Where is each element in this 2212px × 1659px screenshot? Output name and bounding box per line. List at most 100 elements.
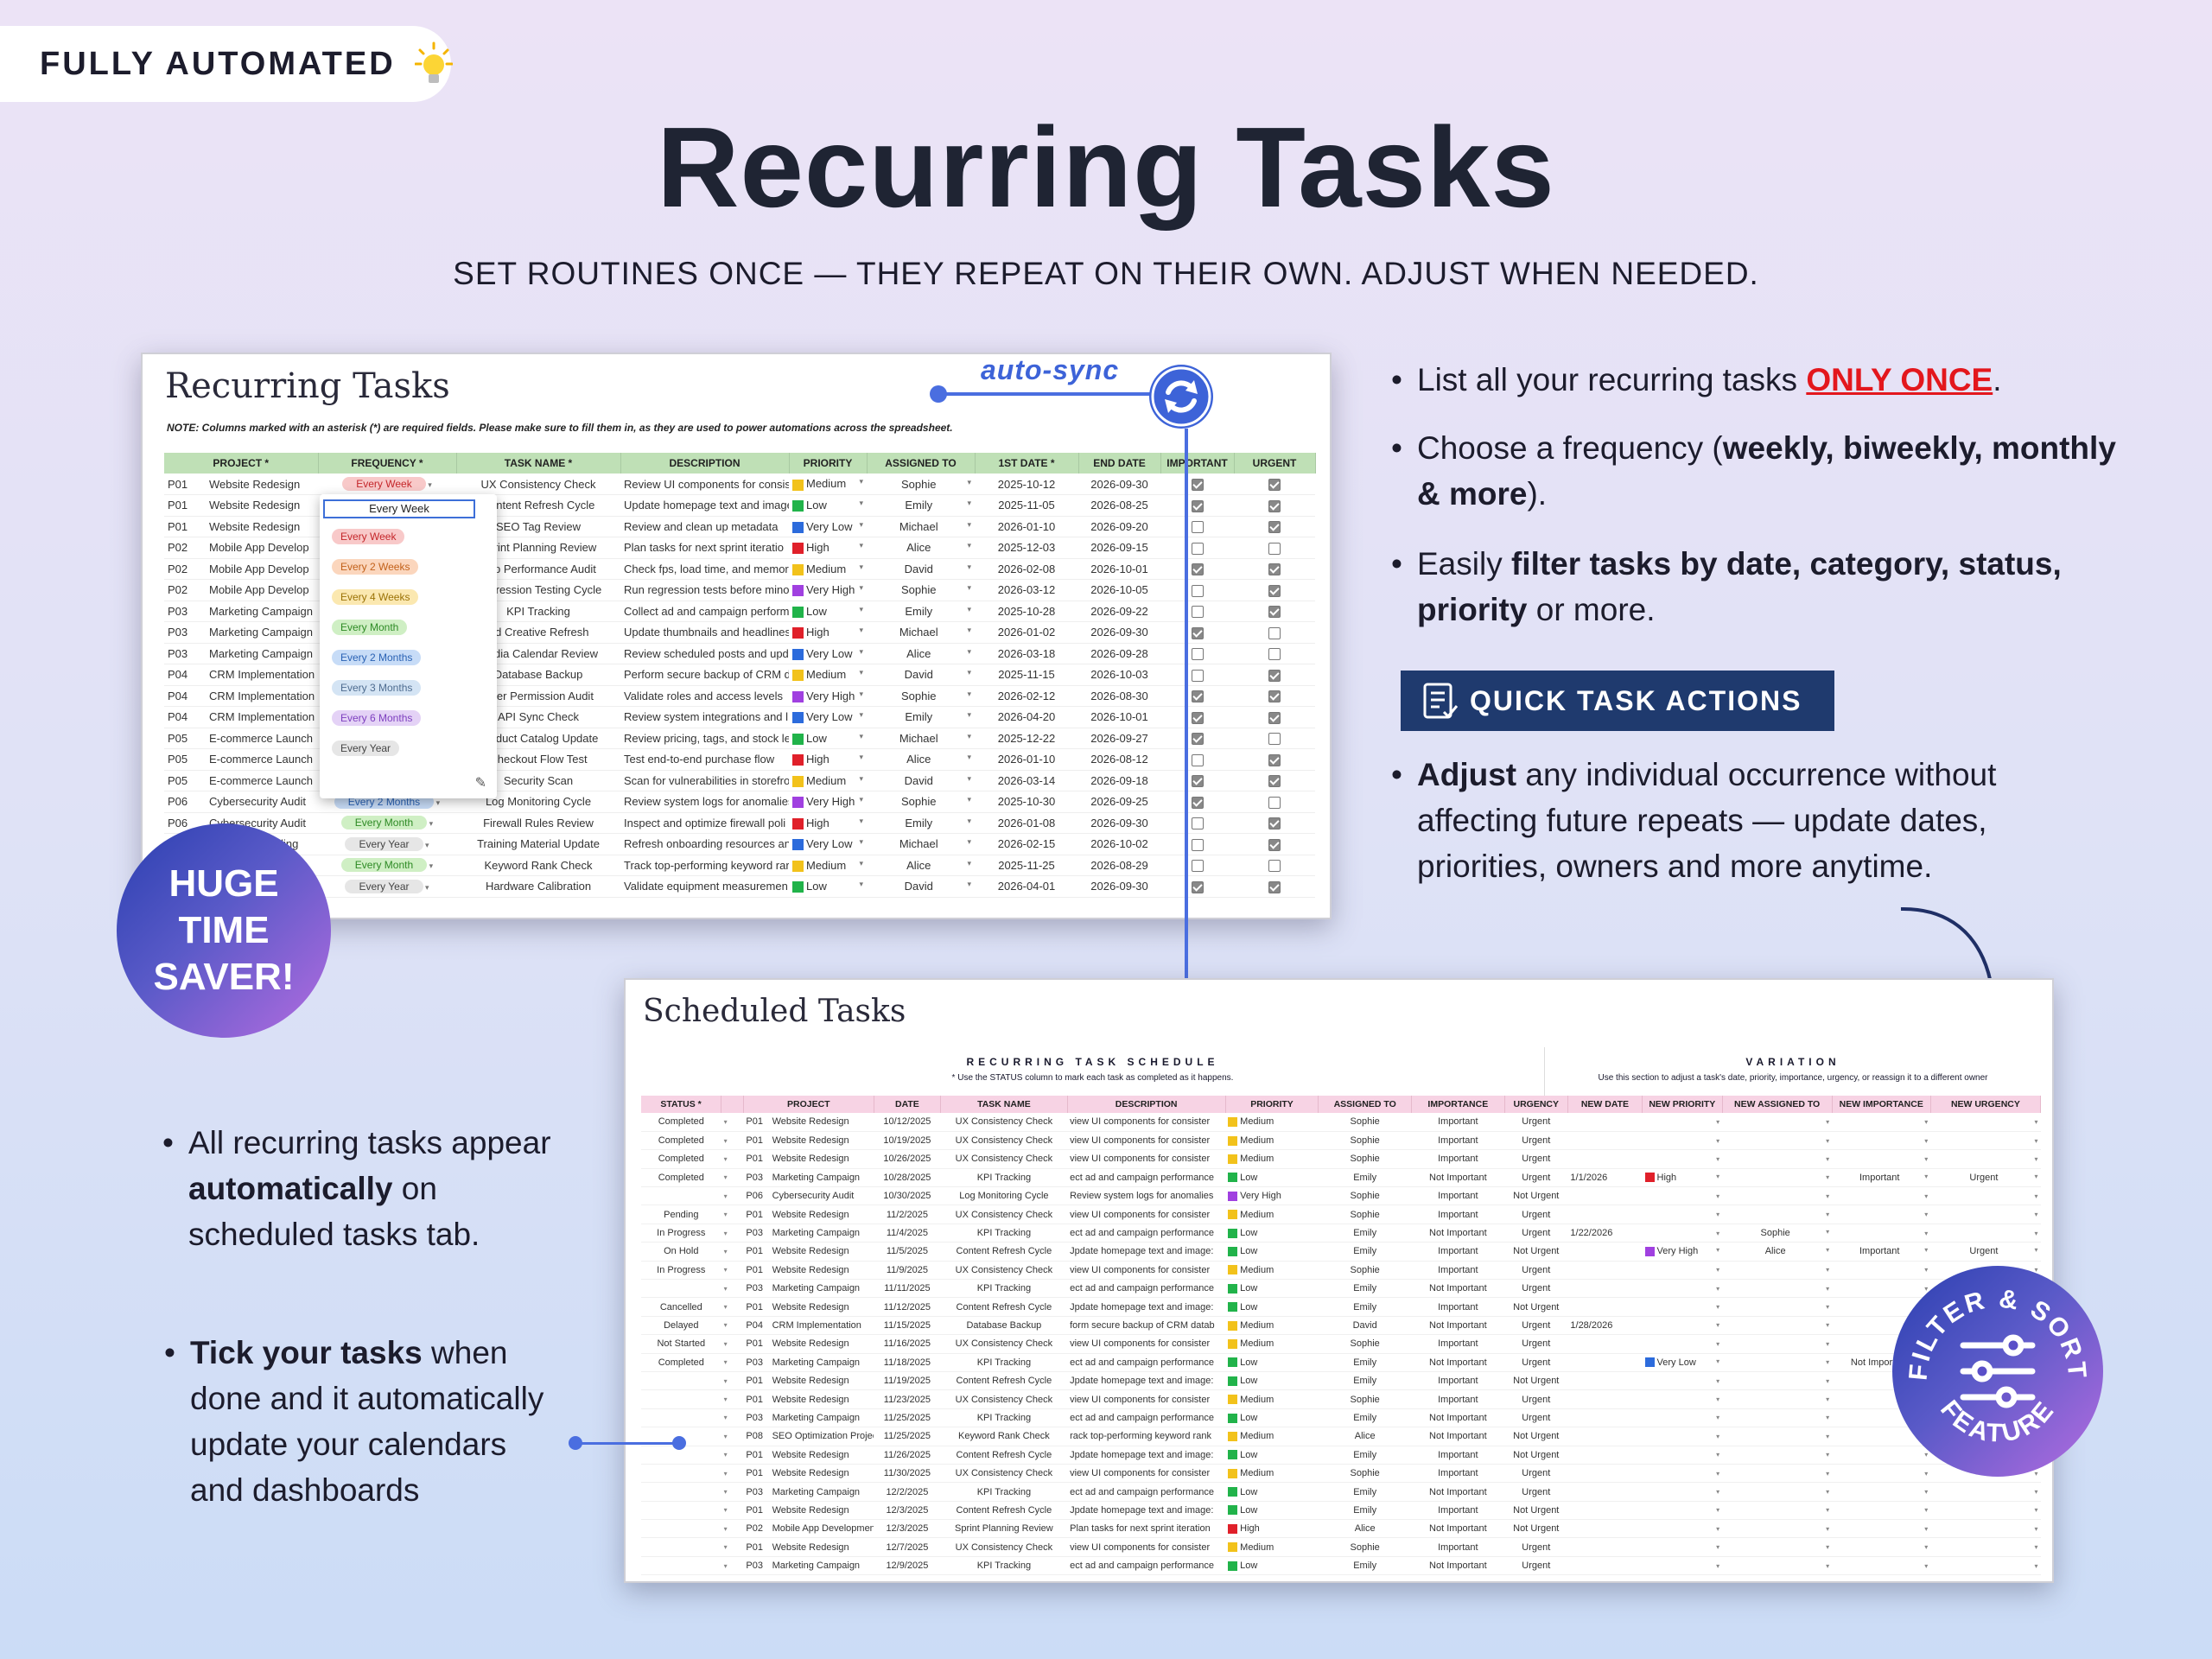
frequency-option[interactable]: Every Year [332, 741, 400, 756]
description[interactable]: Plan tasks for next sprint iteratio [620, 537, 789, 559]
assigned-to[interactable]: Alice ▾ [867, 855, 975, 876]
new-assigned[interactable]: ▾ [1722, 1334, 1833, 1354]
new-assigned[interactable]: ▾ [1722, 1519, 1833, 1539]
important-checkbox[interactable] [1160, 728, 1234, 749]
new-priority[interactable]: ▾ [1642, 1556, 1723, 1576]
new-priority[interactable]: ▾ [1642, 1482, 1723, 1502]
col-frequency[interactable]: FREQUENCY * [318, 453, 457, 474]
new-date[interactable] [1567, 1537, 1643, 1557]
project-name[interactable]: Website Redesign [206, 474, 318, 495]
recurring-row[interactable]: P07 Team Onboarding Every Year ▾ Trainin… [164, 833, 1315, 855]
status-cell[interactable] [641, 1408, 721, 1428]
urgent-checkbox[interactable] [1234, 516, 1315, 537]
end-date[interactable]: 2026-09-20 [1078, 516, 1160, 537]
status-dropdown-icon[interactable]: ▾ [721, 1261, 744, 1281]
status-dropdown-icon[interactable]: ▾ [721, 1371, 744, 1391]
status-dropdown-icon[interactable]: ▾ [721, 1408, 744, 1428]
col-sched-task-name[interactable]: TASK NAME [940, 1096, 1068, 1113]
priority-cell[interactable]: Very Low ▾ [789, 833, 867, 855]
task-name[interactable]: Hardware Calibration [456, 875, 620, 898]
task-name[interactable]: Content Refresh Cycle [456, 494, 620, 517]
scheduled-row[interactable]: Delayed ▾ P04 CRM Implementation 11/15/2… [641, 1316, 2041, 1336]
new-importance[interactable]: ▾ [1832, 1464, 1931, 1484]
important-checkbox[interactable] [1160, 770, 1234, 791]
new-urgency[interactable]: ▾ [1930, 1482, 2041, 1502]
new-assigned[interactable]: ▾ [1722, 1279, 1833, 1299]
important-checkbox[interactable] [1160, 558, 1234, 580]
urgent-checkbox[interactable] [1234, 875, 1315, 898]
new-assigned[interactable]: ▾ [1722, 1168, 1833, 1188]
description[interactable]: Validate equipment measuremen [620, 875, 789, 898]
status-cell[interactable] [641, 1482, 721, 1502]
new-priority[interactable]: ▾ [1642, 1334, 1723, 1354]
status-dropdown-icon[interactable]: ▾ [721, 1464, 744, 1484]
recurring-row[interactable]: P04 CRM Implementation User Permission A… [164, 685, 1315, 707]
assigned-to[interactable]: Emily ▾ [867, 812, 975, 834]
assigned-to[interactable]: David ▾ [867, 558, 975, 580]
new-importance[interactable]: ▾ [1832, 1519, 1931, 1539]
assigned-to[interactable]: Alice ▾ [867, 643, 975, 664]
project-name[interactable]: Website Redesign [206, 494, 318, 517]
col-assigned-to[interactable]: ASSIGNED TO [867, 453, 976, 474]
new-date[interactable] [1567, 1482, 1643, 1502]
end-date[interactable]: 2026-08-30 [1078, 685, 1160, 707]
scheduled-row[interactable]: Completed ▾ P03 Marketing Campaign 10/28… [641, 1168, 2041, 1188]
assigned-to[interactable]: Michael ▾ [867, 621, 975, 644]
end-date[interactable]: 2026-09-30 [1078, 875, 1160, 898]
recurring-row[interactable]: P01 Website Redesign Every Week ▾ UX Con… [164, 474, 1315, 495]
scheduled-row[interactable]: In Progress ▾ P03 Marketing Campaign 11/… [641, 1224, 2041, 1243]
frequency-dropdown[interactable]: Every Week Every Week Every 2 Weeks Every … [320, 494, 497, 798]
first-date[interactable]: 2026-03-14 [975, 770, 1078, 791]
new-urgency[interactable]: Urgent ▾ [1930, 1242, 2041, 1262]
end-date[interactable]: 2026-08-25 [1078, 494, 1160, 517]
status-cell[interactable]: Completed [641, 1168, 721, 1188]
new-date[interactable] [1567, 1334, 1643, 1354]
first-date[interactable]: 2026-02-15 [975, 833, 1078, 855]
end-date[interactable]: 2026-09-28 [1078, 643, 1160, 664]
urgent-checkbox[interactable] [1234, 748, 1315, 771]
new-importance[interactable]: ▾ [1832, 1279, 1931, 1299]
first-date[interactable]: 2025-10-28 [975, 601, 1078, 622]
status-dropdown-icon[interactable]: ▾ [721, 1556, 744, 1576]
description[interactable]: Collect ad and campaign perform [620, 601, 789, 622]
assigned-to[interactable]: Emily ▾ [867, 706, 975, 728]
description[interactable]: Check fps, load time, and memory [620, 558, 789, 580]
new-assigned[interactable]: ▾ [1722, 1371, 1833, 1391]
important-checkbox[interactable] [1160, 855, 1234, 876]
scheduled-row[interactable]: ▾ P03 Marketing Campaign 12/9/2025 KPI T… [641, 1556, 2041, 1576]
urgent-checkbox[interactable] [1234, 685, 1315, 707]
frequency-option[interactable]: Every 2 Weeks [332, 559, 419, 575]
scheduled-row[interactable]: Completed ▾ P01 Website Redesign 10/12/2… [641, 1113, 2041, 1132]
important-checkbox[interactable] [1160, 833, 1234, 855]
description[interactable]: Review and clean up metadata [620, 516, 789, 537]
frequency-option[interactable]: Every 4 Weeks [332, 589, 419, 605]
urgent-checkbox[interactable] [1234, 474, 1315, 495]
first-date[interactable]: 2025-10-30 [975, 791, 1078, 813]
col-sched-importance[interactable]: IMPORTANCE [1411, 1096, 1505, 1113]
priority-cell[interactable]: Medium ▾ [789, 474, 867, 495]
edit-pencil-icon[interactable]: ✎ [474, 776, 486, 791]
new-date[interactable] [1567, 1556, 1643, 1576]
new-assigned[interactable]: ▾ [1722, 1149, 1833, 1169]
new-priority[interactable]: Very High ▾ [1642, 1242, 1723, 1262]
description[interactable]: Test end-to-end purchase flow [620, 748, 789, 771]
scheduled-row[interactable]: Completed ▾ P01 Website Redesign 10/26/2… [641, 1149, 2041, 1169]
end-date[interactable]: 2026-10-05 [1078, 579, 1160, 601]
priority-cell[interactable]: High ▾ [789, 621, 867, 644]
important-checkbox[interactable] [1160, 601, 1234, 622]
col-sched-project[interactable]: PROJECT [743, 1096, 874, 1113]
assigned-to[interactable]: Emily ▾ [867, 601, 975, 622]
task-name[interactable]: Sprint Planning Review [456, 537, 620, 559]
new-priority[interactable]: ▾ [1642, 1186, 1723, 1206]
new-assigned[interactable]: ▾ [1722, 1113, 1833, 1132]
urgent-checkbox[interactable] [1234, 494, 1315, 517]
assigned-to[interactable]: Alice ▾ [867, 748, 975, 771]
new-assigned[interactable]: ▾ [1722, 1297, 1833, 1317]
new-assigned[interactable]: ▾ [1722, 1186, 1833, 1206]
status-cell[interactable]: In Progress [641, 1261, 721, 1281]
end-date[interactable]: 2026-09-22 [1078, 601, 1160, 622]
project-name[interactable]: Marketing Campaign [206, 621, 318, 644]
col-new-date[interactable]: NEW DATE [1567, 1096, 1643, 1113]
important-checkbox[interactable] [1160, 643, 1234, 664]
new-urgency[interactable]: ▾ [1930, 1224, 2041, 1243]
